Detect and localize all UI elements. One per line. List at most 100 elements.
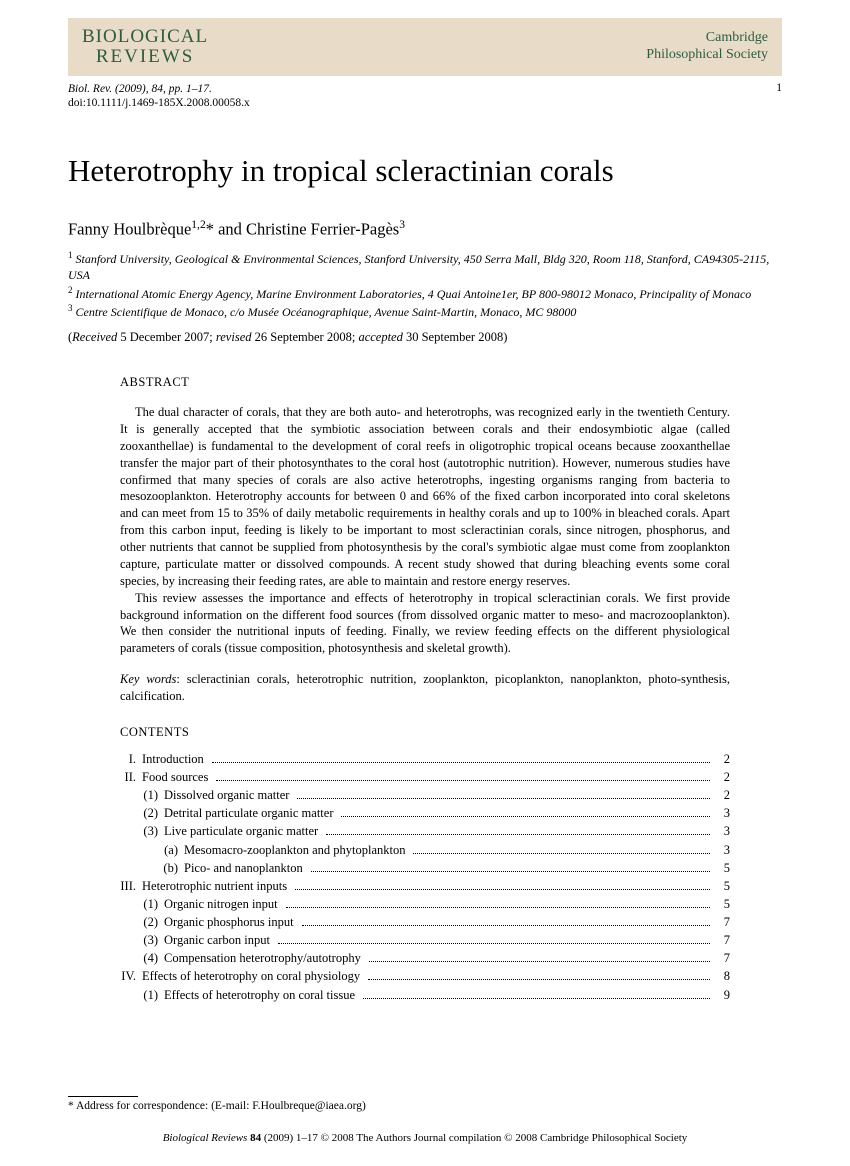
toc-label: Live particulate organic matter [164, 822, 324, 840]
toc-leader-dots [326, 834, 710, 835]
toc-leader-dots [212, 762, 710, 763]
toc-leader-dots [297, 798, 710, 799]
contents-heading: CONTENTS [120, 725, 730, 740]
toc-leader-dots [341, 816, 710, 817]
affiliation-2: 2 International Atomic Energy Agency, Ma… [68, 284, 782, 302]
toc-number: (2) [120, 913, 164, 931]
citation-left: Biol. Rev. (2009), 84, pp. 1–17. doi:10.… [68, 82, 250, 111]
toc-leader-dots [368, 979, 710, 980]
toc-row: (1)Organic nitrogen input 5 [120, 895, 730, 913]
toc-row: (1)Dissolved organic matter 2 [120, 786, 730, 804]
toc-page: 9 [714, 986, 730, 1004]
abstract-para-2: This review assesses the importance and … [120, 590, 730, 658]
keywords-text: : scleractinian corals, heterotrophic nu… [120, 672, 730, 703]
correspondence: * Address for correspondence: (E-mail: F… [68, 1096, 366, 1112]
toc-number: (1) [120, 986, 164, 1004]
toc-row: III.Heterotrophic nutrient inputs 5 [120, 877, 730, 895]
toc-label: Introduction [142, 750, 210, 768]
affiliations: 1 Stanford University, Geological & Envi… [68, 249, 782, 320]
logo-line-1: BIOLOGICAL [82, 27, 208, 47]
toc-number: II. [120, 768, 142, 786]
toc-leader-dots [363, 998, 710, 999]
toc-label: Organic phosphorus input [164, 913, 300, 931]
toc-number: (1) [120, 786, 164, 804]
toc-row: (3)Live particulate organic matter 3 [120, 822, 730, 840]
journal-logo: BIOLOGICAL REVIEWS [82, 27, 208, 67]
article-dates: (Received 5 December 2007; revised 26 Se… [68, 330, 782, 345]
toc-page: 3 [714, 804, 730, 822]
toc-row: (2)Detrital particulate organic matter 3 [120, 804, 730, 822]
table-of-contents: I.Introduction2II.Food sources2(1)Dissol… [120, 750, 730, 1004]
toc-page: 3 [714, 822, 730, 840]
toc-page: 5 [714, 895, 730, 913]
toc-label: Pico- and nanoplankton [184, 859, 309, 877]
toc-leader-dots [278, 943, 710, 944]
correspondence-text: * Address for correspondence: (E-mail: F… [68, 1100, 366, 1112]
toc-number: (1) [120, 895, 164, 913]
authors: Fanny Houlbrèque1,2* and Christine Ferri… [68, 219, 782, 240]
toc-label: Food sources [142, 768, 214, 786]
toc-page: 2 [714, 750, 730, 768]
toc-leader-dots [216, 780, 710, 781]
page-number: 1 [776, 82, 782, 111]
toc-label: Compensation heterotrophy/autotrophy [164, 949, 367, 967]
toc-row: IV.Effects of heterotrophy on coral phys… [120, 967, 730, 985]
toc-page: 2 [714, 786, 730, 804]
society-line-2: Philosophical Society [646, 47, 768, 64]
citation-line-1: Biol. Rev. (2009), 84, pp. 1–17. [68, 82, 250, 96]
toc-page: 7 [714, 913, 730, 931]
abstract-heading: ABSTRACT [120, 375, 730, 390]
toc-label: Mesomacro-zooplankton and phytoplankton [184, 841, 411, 859]
correspondence-rule [68, 1096, 138, 1097]
toc-number: III. [120, 877, 142, 895]
toc-row: (b)Pico- and nanoplankton 5 [120, 859, 730, 877]
page-footer: Biological Reviews 84 (2009) 1–17 © 2008… [0, 1132, 850, 1144]
toc-row: II.Food sources 2 [120, 768, 730, 786]
toc-page: 8 [714, 967, 730, 985]
toc-label: Dissolved organic matter [164, 786, 295, 804]
keywords-label: Key words [120, 672, 176, 686]
toc-page: 7 [714, 949, 730, 967]
toc-number: (a) [120, 841, 184, 859]
toc-row: (4)Compensation heterotrophy/autotrophy 7 [120, 949, 730, 967]
toc-number: I. [120, 750, 142, 768]
toc-row: (a)Mesomacro-zooplankton and phytoplankt… [120, 841, 730, 859]
toc-label: Effects of heterotrophy on coral physiol… [142, 967, 366, 985]
toc-leader-dots [413, 853, 710, 854]
affiliation-1: 1 Stanford University, Geological & Envi… [68, 249, 782, 283]
toc-row: (1)Effects of heterotrophy on coral tiss… [120, 986, 730, 1004]
doi-line: doi:10.1111/j.1469-185X.2008.00058.x [68, 96, 250, 110]
abstract-para-1: The dual character of corals, that they … [120, 404, 730, 590]
toc-label: Heterotrophic nutrient inputs [142, 877, 293, 895]
article-title: Heterotrophy in tropical scleractinian c… [68, 153, 782, 189]
toc-leader-dots [286, 907, 710, 908]
journal-header: BIOLOGICAL REVIEWS Cambridge Philosophic… [68, 18, 782, 76]
toc-leader-dots [369, 961, 710, 962]
toc-leader-dots [311, 871, 710, 872]
toc-page: 5 [714, 877, 730, 895]
toc-page: 2 [714, 768, 730, 786]
abstract-text: The dual character of corals, that they … [120, 404, 730, 657]
toc-label: Organic carbon input [164, 931, 276, 949]
toc-number: IV. [120, 967, 142, 985]
abstract-block: ABSTRACT The dual character of corals, t… [120, 375, 730, 657]
toc-label: Organic nitrogen input [164, 895, 284, 913]
society-name: Cambridge Philosophical Society [646, 30, 768, 64]
toc-label: Detrital particulate organic matter [164, 804, 339, 822]
toc-leader-dots [295, 889, 710, 890]
toc-leader-dots [302, 925, 710, 926]
toc-number: (b) [120, 859, 184, 877]
toc-page: 7 [714, 931, 730, 949]
toc-row: (3)Organic carbon input 7 [120, 931, 730, 949]
keywords: Key words: scleractinian corals, heterot… [120, 671, 730, 705]
toc-number: (3) [120, 822, 164, 840]
society-line-1: Cambridge [646, 30, 768, 47]
toc-page: 5 [714, 859, 730, 877]
toc-number: (4) [120, 949, 164, 967]
toc-number: (2) [120, 804, 164, 822]
toc-label: Effects of heterotrophy on coral tissue [164, 986, 361, 1004]
toc-number: (3) [120, 931, 164, 949]
citation-meta: Biol. Rev. (2009), 84, pp. 1–17. doi:10.… [68, 82, 782, 111]
toc-row: (2)Organic phosphorus input 7 [120, 913, 730, 931]
toc-row: I.Introduction 2 [120, 750, 730, 768]
